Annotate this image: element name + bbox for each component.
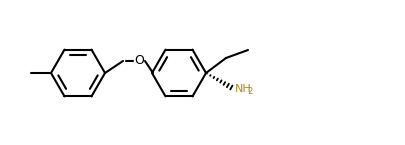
- Text: O: O: [134, 55, 144, 68]
- Text: NH: NH: [235, 84, 252, 94]
- Text: 2: 2: [247, 87, 252, 96]
